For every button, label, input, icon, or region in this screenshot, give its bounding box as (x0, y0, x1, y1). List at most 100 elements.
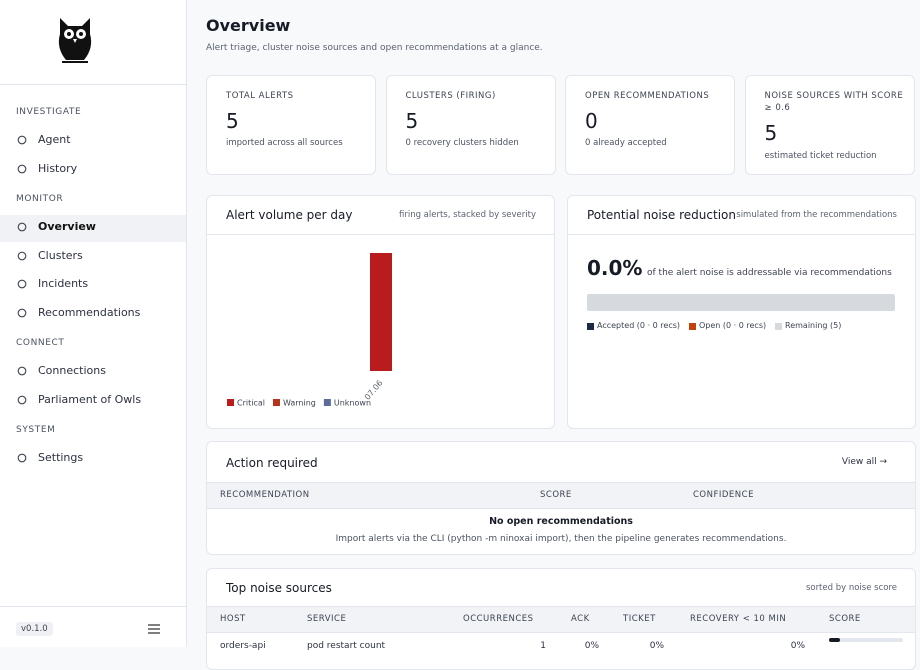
legend-swatch (272, 399, 280, 406)
legend-label: Remaining (5) (785, 321, 842, 330)
cell: 0% (584, 641, 599, 651)
sidebar: INVESTIGATE Agent History MONITOR Overview Cl… (0, 0, 187, 647)
stat-label: OPEN RECOMMENDATIONS (585, 91, 710, 101)
progress-track (587, 294, 895, 311)
cell: 0% (649, 641, 664, 651)
nav-icon (17, 251, 27, 260)
table-header: HOST SERVICE OCCURRENCES ACK TICKET RECOVERY … (207, 606, 915, 633)
nav-icon (17, 164, 27, 173)
column-header: SCORE (540, 490, 572, 500)
stat-value: 5 (226, 109, 239, 133)
nav-icon (17, 308, 27, 317)
legend-label: Open (0 · 0 recs) (699, 321, 767, 330)
nav-item[interactable]: Overview (38, 220, 96, 233)
nav-icon (17, 135, 27, 145)
stat-note: 0 recovery clusters hidden (405, 138, 519, 148)
nav-item[interactable]: Incidents (38, 277, 89, 290)
nav-active-bg (0, 215, 186, 242)
version-badge: v0.1.0 (16, 622, 53, 636)
stat-card: CLUSTERS (FIRING) 5 0 recovery clusters hi… (385, 75, 556, 175)
nav-icon (17, 222, 27, 232)
divider (0, 606, 186, 607)
column-header: RECOMMENDATION (220, 490, 310, 500)
alert-volume-panel: Alert volume per day firing alerts, stac… (206, 195, 555, 429)
stat-label: NOISE SOURCES WITH SCORE ≥ 0.6 (764, 91, 904, 113)
panel-subtitle: simulated from the recommendations (736, 210, 897, 220)
stat-value: 5 (405, 109, 419, 133)
column-header: RECOVERY < 10 MIN (690, 614, 787, 624)
nav-section: MONITOR (16, 194, 64, 204)
legend-swatch (587, 323, 594, 330)
column-header: OCCURRENCES (463, 614, 534, 624)
column-header: HOST (220, 614, 246, 624)
legend-swatch (323, 399, 331, 406)
nav-item[interactable]: Settings (38, 451, 84, 464)
empty-title: No open recommendations (489, 516, 633, 527)
bar (370, 253, 392, 371)
divider (0, 84, 186, 85)
headline-text: of the alert noise is addressable via re… (647, 268, 892, 278)
column-header: TICKET (623, 614, 656, 624)
score-bar (829, 638, 841, 642)
nav-item[interactable]: Clusters (38, 248, 83, 262)
stat-note: 0 already accepted (585, 138, 667, 148)
noise-sources-panel: Top noise sources sorted by noise score … (206, 568, 916, 670)
page-title: Overview (206, 16, 291, 35)
menu-icon[interactable] (148, 624, 160, 634)
cell: 0% (790, 641, 805, 651)
score-track (829, 638, 903, 642)
panel-title: Action required (226, 456, 318, 470)
divider (207, 234, 554, 235)
column-header: SERVICE (307, 614, 347, 624)
table-header: RECOMMENDATION SCORE CONFIDENCE (207, 482, 915, 509)
legend-swatch (689, 323, 696, 330)
stat-card: OPEN RECOMMENDATIONS 0 0 already accepted (565, 75, 735, 175)
stat-label: CLUSTERS (FIRING) (405, 91, 496, 101)
empty-text: Import alerts via the CLI (python -m nin… (335, 534, 787, 544)
nav-item[interactable]: History (38, 161, 78, 175)
cell: orders-api (220, 641, 266, 651)
owl-logo (58, 18, 92, 63)
legend-label: Accepted (0 · 0 recs) (597, 321, 681, 330)
cell: pod restart count (307, 641, 386, 651)
nav-item[interactable]: Connections (38, 364, 106, 377)
legend-swatch (775, 323, 782, 330)
panel-subtitle: firing alerts, stacked by severity (398, 210, 536, 220)
legend-label: Unknown (334, 399, 371, 408)
nav-item[interactable]: Parliament of Owls (38, 392, 142, 406)
stat-label: TOTAL ALERTS (226, 91, 294, 101)
column-header: ACK (571, 614, 590, 624)
legend-label: Warning (283, 399, 316, 408)
page-subtitle: Alert triage, cluster noise sources and … (206, 43, 543, 53)
panel-title: Top noise sources (226, 581, 332, 595)
nav-item[interactable]: Agent (38, 133, 71, 146)
panel-title: Alert volume per day (226, 208, 353, 222)
nav-icon (17, 366, 27, 376)
stat-card: TOTAL ALERTS 5 imported across all sources (206, 75, 376, 175)
nav-section: SYSTEM (16, 425, 56, 435)
nav-icon (17, 453, 27, 463)
column-header: CONFIDENCE (693, 490, 754, 500)
action-required-panel: Action required View all → RECOMMENDATIO… (206, 441, 916, 555)
headline: 0.0% (587, 256, 643, 280)
stat-value: 5 (764, 121, 778, 145)
nav-section: INVESTIGATE (16, 107, 82, 117)
stat-card: NOISE SOURCES WITH SCORE ≥ 0.6 5 estimated… (744, 75, 915, 175)
legend-label: Critical (237, 399, 265, 408)
stat-note: imported across all sources (226, 138, 343, 148)
nav-item[interactable]: Recommendations (38, 305, 141, 319)
nav-icon (17, 395, 27, 404)
divider (568, 234, 915, 235)
cell: 1 (540, 641, 546, 651)
column-header: SCORE (829, 614, 861, 624)
panel-title: Potential noise reduction (587, 208, 736, 222)
stat-value: 0 (585, 109, 598, 133)
legend-swatch (227, 399, 234, 406)
nav-icon (17, 279, 27, 289)
view-all-link[interactable]: View all → (841, 457, 887, 467)
stat-note: estimated ticket reduction (764, 151, 877, 161)
noise-reduction-panel: Potential noise reduction simulated from… (567, 195, 916, 429)
nav-section: CONNECT (16, 338, 65, 348)
